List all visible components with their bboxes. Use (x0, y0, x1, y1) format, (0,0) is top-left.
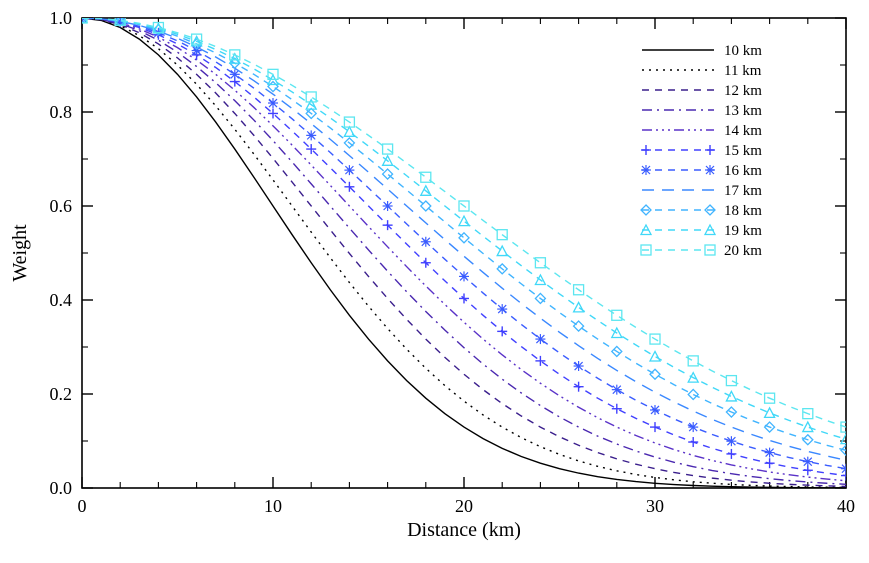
legend-label: 13 km (724, 103, 762, 119)
x-axis-label: Distance (km) (407, 519, 521, 541)
y-axis-label: Weight (9, 224, 31, 282)
legend-label: 17 km (724, 183, 762, 199)
y-tick-label: 0.2 (50, 384, 73, 404)
legend-label: 14 km (724, 123, 762, 139)
legend-label: 11 km (724, 63, 762, 79)
y-tick-label: 0.6 (50, 196, 73, 216)
legend-label: 18 km (724, 203, 762, 219)
y-tick-label: 0.4 (50, 290, 73, 310)
y-tick-label: 0.0 (50, 478, 73, 498)
x-tick-label: 10 (264, 496, 282, 516)
legend-label: 10 km (724, 43, 762, 59)
legend-label: 12 km (724, 83, 762, 99)
legend-label: 19 km (724, 223, 762, 239)
y-tick-label: 1.0 (50, 8, 73, 28)
x-tick-label: 20 (455, 496, 473, 516)
x-tick-label: 40 (837, 496, 855, 516)
chart-container: 0 10 20 30 40 0.0 0.2 0.4 0.6 0.8 1.0 Distance (km)… (0, 0, 869, 563)
x-tick-label: 30 (646, 496, 664, 516)
legend-label: 20 km (724, 243, 762, 259)
legend-label: 16 km (724, 163, 762, 179)
legend-label: 15 km (724, 143, 762, 159)
weight-distance-chart: 0 10 20 30 40 0.0 0.2 0.4 0.6 0.8 1.0 Distance (km)… (0, 0, 869, 563)
y-tick-label: 0.8 (50, 102, 73, 122)
x-tick-label: 0 (78, 496, 87, 516)
